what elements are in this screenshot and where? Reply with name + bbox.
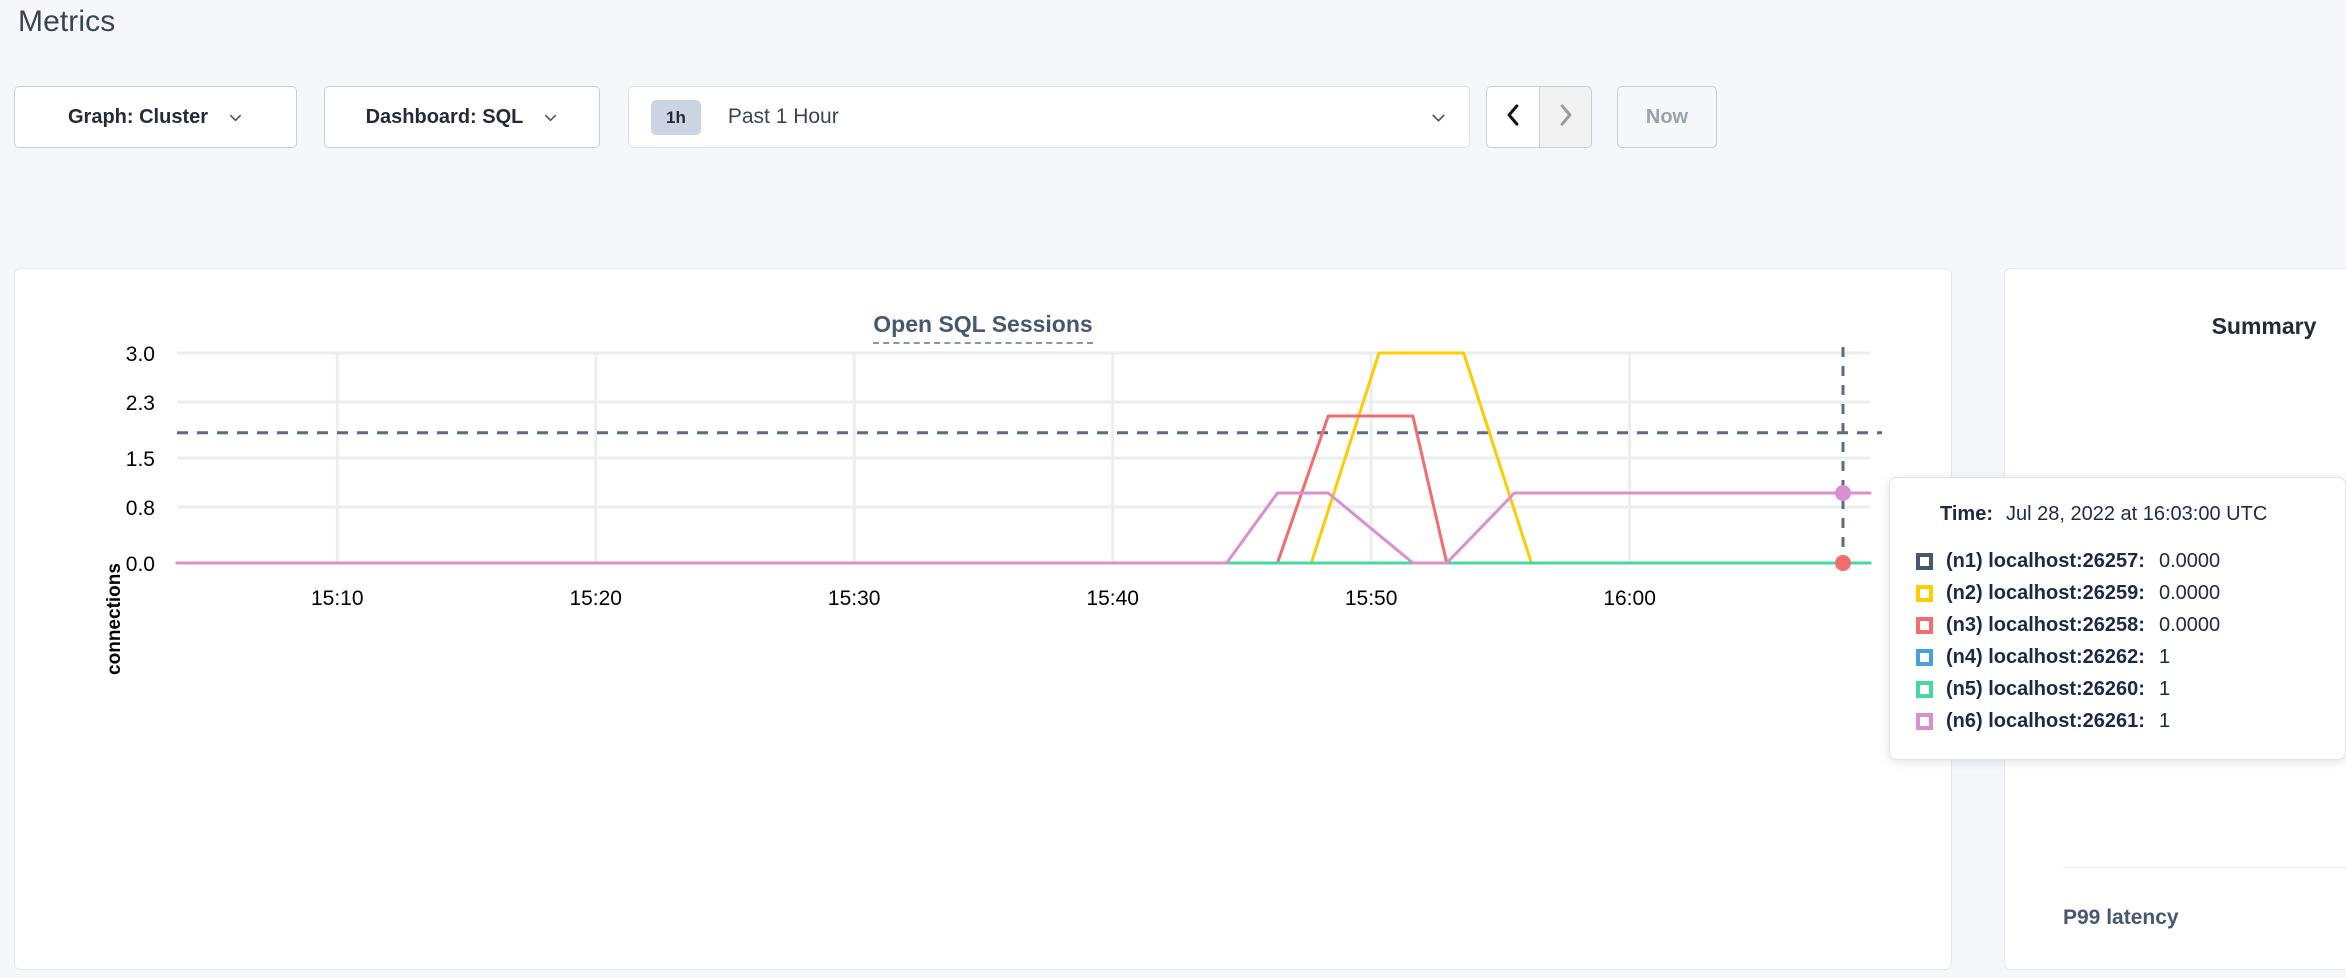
series-color-swatch <box>1916 680 1933 698</box>
tooltip-series-rows: (n1) localhost:26257: 0.0000 (n2) localhos… <box>1890 545 2345 737</box>
series-color-swatch <box>1916 584 1933 602</box>
tooltip-row: (n6) localhost:26261: 1 <box>1890 705 2345 737</box>
tooltip-series-name: (n6) localhost:26261: <box>1946 709 2145 732</box>
y-tick-labels: 0.0 0.8 1.5 2.3 3.0 <box>126 343 155 576</box>
time-range-value: Past 1 Hour <box>727 105 839 128</box>
hover-marker <box>1835 485 1851 501</box>
chevron-down-icon <box>228 110 243 125</box>
time-nav-group <box>1486 86 1592 148</box>
tooltip-series-value: 1 <box>2158 645 2171 668</box>
y-tick-label: 0.8 <box>126 497 155 520</box>
chevron-left-icon <box>1502 102 1524 133</box>
tooltip-series-name: (n4) localhost:26262: <box>1946 645 2145 668</box>
graph-dropdown-label: Graph: Cluster <box>67 105 209 128</box>
tooltip-row: (n3) localhost:26258: 0.0000 <box>1890 609 2345 641</box>
chevron-down-icon <box>543 110 558 125</box>
summary-divider <box>2063 867 2346 868</box>
series-color-swatch <box>1916 616 1933 634</box>
tooltip-series-value: 0.0000 <box>2158 613 2221 636</box>
tooltip-row: (n4) localhost:26262: 1 <box>1890 641 2345 673</box>
graph-dropdown[interactable]: Graph: Cluster <box>14 86 297 148</box>
x-tick-label: 15:40 <box>1086 587 1139 610</box>
chevron-down-icon <box>1430 109 1447 126</box>
tooltip-row: (n5) localhost:26260: 1 <box>1890 673 2345 705</box>
x-tick-labels: 15:10 15:20 15:30 15:40 15:50 16:00 <box>311 587 1656 610</box>
time-prev-button[interactable] <box>1486 86 1539 148</box>
x-tick-label: 15:50 <box>1345 587 1398 610</box>
time-range-picker[interactable]: 1h Past 1 Hour <box>628 86 1470 148</box>
tooltip-series-name: (n2) localhost:26259: <box>1946 581 2145 604</box>
chart-gridlines <box>177 351 1870 565</box>
summary-title: Summary <box>2211 313 2317 339</box>
toolbar: Graph: Cluster Dashboard: SQL 1h Past 1 … <box>14 86 1717 148</box>
tooltip-series-name: (n3) localhost:26258: <box>1946 613 2145 636</box>
dashboard-dropdown[interactable]: Dashboard: SQL <box>324 86 600 148</box>
chart-plot[interactable]: 0.0 0.8 1.5 2.3 3.0 15:10 15:20 15:30 15:40 15:5… <box>15 269 1953 971</box>
y-tick-label: 0.0 <box>126 553 155 576</box>
chevron-right-icon <box>1555 102 1577 133</box>
time-next-button[interactable] <box>1539 86 1592 148</box>
y-tick-label: 1.5 <box>126 448 155 471</box>
time-range-badge: 1h <box>651 99 701 135</box>
dashboard-dropdown-label: Dashboard: SQL <box>365 105 524 128</box>
y-tick-label: 2.3 <box>126 392 155 415</box>
series-color-swatch <box>1916 712 1933 730</box>
chart-title: Open SQL Sessions <box>15 311 1951 344</box>
tooltip-row: (n1) localhost:26257: 0.0000 <box>1890 545 2345 577</box>
tooltip-series-value: 1 <box>2158 677 2171 700</box>
x-tick-label: 15:20 <box>569 587 622 610</box>
tooltip-series-value: 1 <box>2158 709 2171 732</box>
tooltip-time-value: Jul 28, 2022 at 16:03:00 UTC <box>2005 503 2268 525</box>
series-line <box>175 414 1872 565</box>
chart-series <box>175 351 1872 565</box>
now-button[interactable]: Now <box>1617 86 1717 148</box>
x-tick-label: 16:00 <box>1603 587 1656 610</box>
hover-marker <box>1835 555 1851 571</box>
chart-hover-markers <box>1835 485 1851 571</box>
tooltip-series-name: (n5) localhost:26260: <box>1946 677 2145 700</box>
open-sql-sessions-chart-panel: Open SQL Sessions connections 0.0 0.8 1.5 2… <box>14 268 1952 970</box>
x-tick-label: 15:30 <box>828 587 881 610</box>
x-tick-label: 15:10 <box>311 587 364 610</box>
series-line <box>175 491 1872 565</box>
tooltip-series-name: (n1) localhost:26257: <box>1946 549 2145 572</box>
chart-title-text: Open SQL Sessions <box>873 311 1093 344</box>
tooltip-row: (n2) localhost:26259: 0.0000 <box>1890 577 2345 609</box>
tooltip-time-label: Time: <box>1940 503 1993 525</box>
tooltip-series-value: 0.0000 <box>2158 549 2221 572</box>
series-color-swatch <box>1916 648 1933 666</box>
page-title: Metrics <box>18 5 116 38</box>
tooltip-time-row: Time: Jul 28, 2022 at 16:03:00 UTC <box>1890 503 2345 526</box>
tooltip-series-value: 0.0000 <box>2158 581 2221 604</box>
p99-latency-label: P99 latency <box>2063 906 2179 929</box>
series-color-swatch <box>1916 552 1933 570</box>
y-tick-label: 3.0 <box>126 343 155 366</box>
chart-hover-tooltip: Time: Jul 28, 2022 at 16:03:00 UTC (n1) … <box>1889 477 2346 760</box>
